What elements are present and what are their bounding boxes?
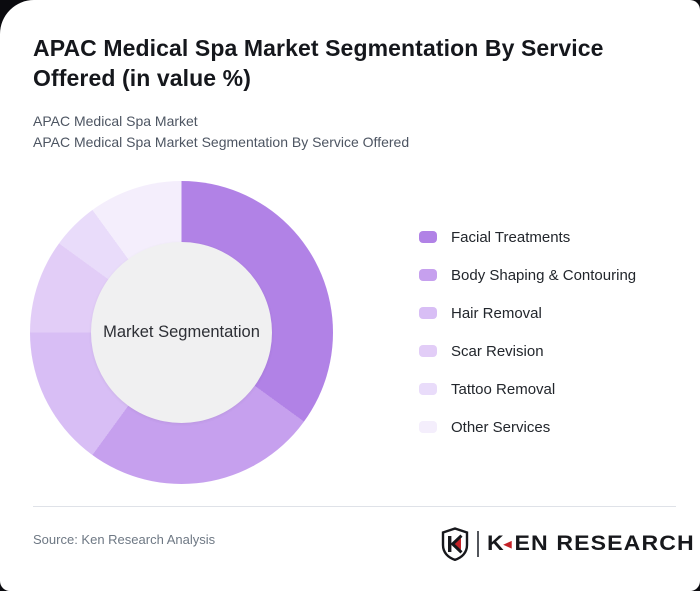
legend-item: Other Services: [419, 416, 636, 438]
legend-item: Body Shaping & Contouring: [419, 264, 636, 286]
logo-wordmark: K◄EN RESEARCH: [487, 532, 695, 555]
legend-swatch: [419, 307, 437, 319]
legend: Facial Treatments Body Shaping & Contour…: [419, 226, 636, 438]
legend-swatch: [419, 231, 437, 243]
subtitle-line-1: APAC Medical Spa Market: [33, 113, 198, 129]
subtitle-block: APAC Medical Spa Market APAC Medical Spa…: [33, 111, 409, 153]
legend-label: Hair Removal: [451, 304, 542, 322]
legend-label: Body Shaping & Contouring: [451, 266, 637, 284]
ken-research-logo: K◄EN RESEARCH: [441, 526, 694, 562]
donut-center-label: Market Segmentation: [103, 323, 260, 341]
legend-item: Facial Treatments: [419, 226, 636, 248]
ken-research-shield-icon: [441, 527, 469, 561]
legend-item: Scar Revision: [419, 340, 636, 362]
subtitle-line-2: APAC Medical Spa Market Segmentation By …: [33, 134, 410, 150]
logo-separator: [477, 531, 480, 557]
legend-label: Other Services: [451, 418, 551, 436]
shield-red-arrow: [453, 538, 462, 550]
donut-hole: Market Segmentation: [91, 242, 272, 423]
legend-label: Scar Revision: [451, 342, 544, 360]
legend-item: Tattoo Removal: [419, 378, 636, 400]
legend-swatch: [419, 383, 437, 395]
page-title: APAC Medical Spa Market Segmentation By …: [33, 35, 604, 91]
legend-swatch: [419, 269, 437, 281]
legend-swatch: [419, 421, 437, 433]
legend-item: Hair Removal: [419, 302, 636, 324]
source-note: Source: Ken Research Analysis: [33, 532, 216, 547]
legend-label: Tattoo Removal: [451, 380, 556, 398]
legend-swatch: [419, 345, 437, 357]
footer-divider: [33, 506, 676, 507]
donut-chart-area: Market Segmentation: [30, 181, 333, 484]
legend-label: Facial Treatments: [451, 228, 571, 246]
logo-red-arrow: ◄: [500, 536, 516, 552]
